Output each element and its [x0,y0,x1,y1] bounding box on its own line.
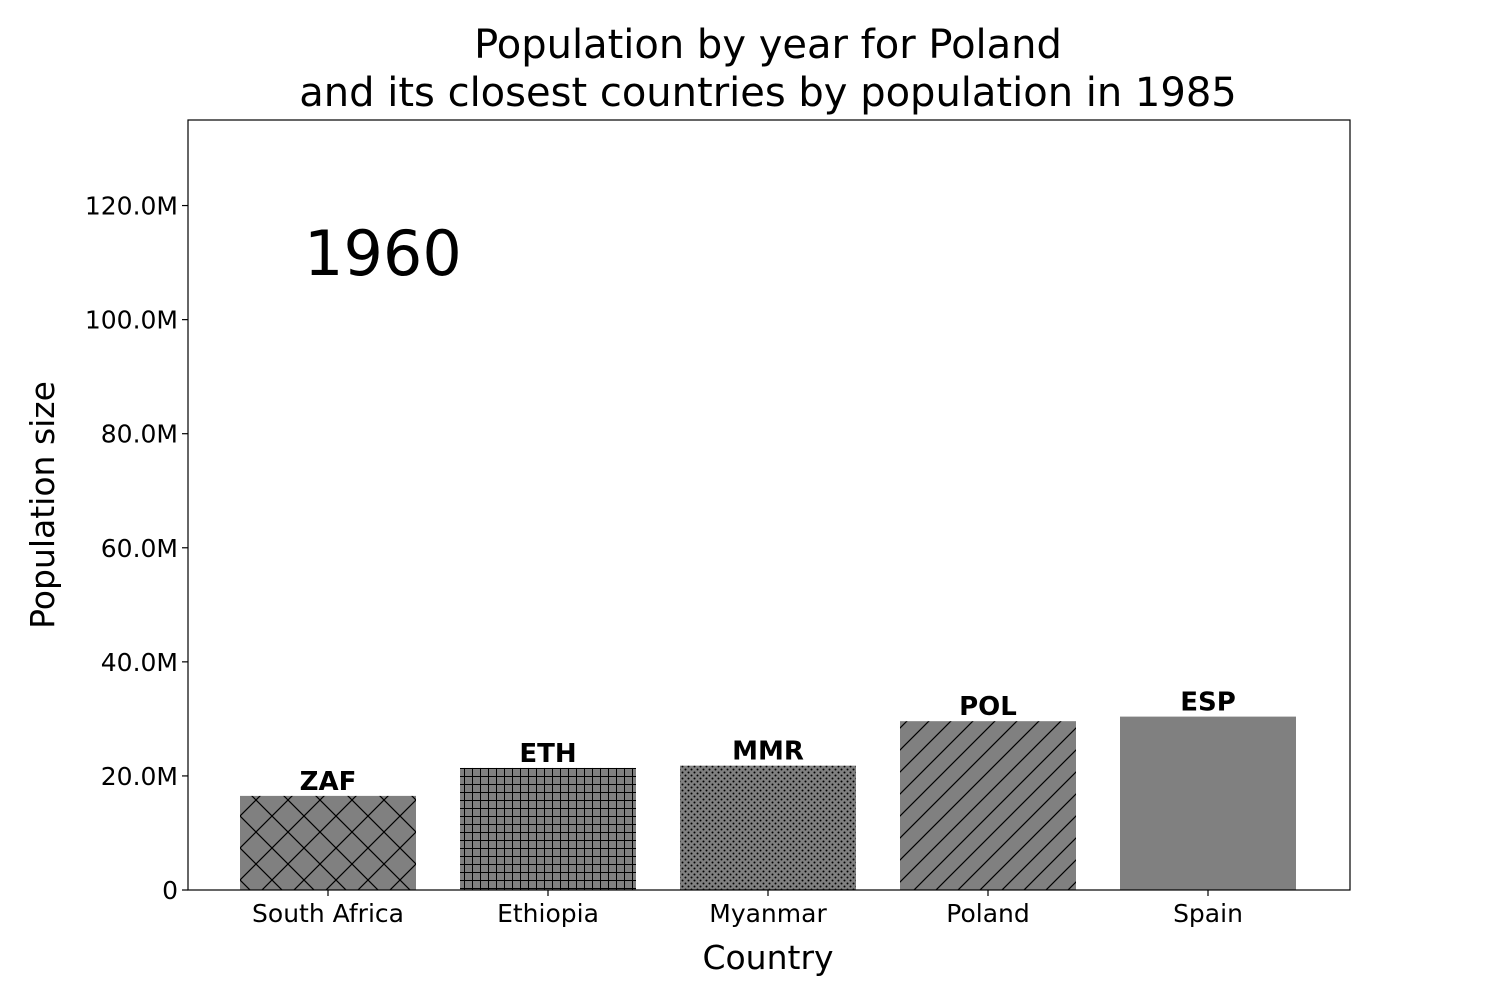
y-tick-label: 60.0M [101,534,178,563]
y-axis-title: Population size [23,381,62,629]
x-tick-label: Poland [946,899,1029,928]
x-axis: South Africa Ethiopia Myanmar Poland Spain [252,890,1243,928]
x-tick-label: Ethiopia [497,899,599,928]
y-tick-label: 0 [162,876,178,905]
chart-title-line-2: and its closest countries by population … [299,70,1236,116]
bar-spain [1120,716,1296,890]
x-tick-label: Spain [1173,899,1243,928]
bar-south-africa [240,795,416,890]
y-axis: 0 20.0M 40.0M 60.0M 80.0M 100.0M 120.0M [85,192,188,905]
y-tick-label: 80.0M [101,420,178,449]
y-tick-label: 20.0M [101,762,178,791]
bars-layer: ZAF ETH MMR POL ESP [240,688,1296,890]
x-axis-title: Country [702,938,833,977]
bar-code-label: POL [959,692,1017,722]
x-tick-label: South Africa [252,899,404,928]
x-tick-label: Myanmar [709,899,827,928]
bar-myanmar [680,765,856,890]
chart-title-line-1: Population by year for Poland [474,22,1062,68]
bar-code-label: MMR [732,737,804,767]
bar-code-label: ETH [519,739,576,769]
plot-frame [187,119,1351,891]
y-tick-label: 40.0M [101,648,178,677]
year-annotation: 1960 [304,217,462,290]
bar-poland [900,721,1076,890]
bar-code-label: ESP [1180,688,1236,718]
bar-ethiopia [460,767,636,890]
y-tick-label: 120.0M [85,192,178,221]
y-tick-label: 100.0M [85,306,178,335]
bar-code-label: ZAF [300,767,357,797]
